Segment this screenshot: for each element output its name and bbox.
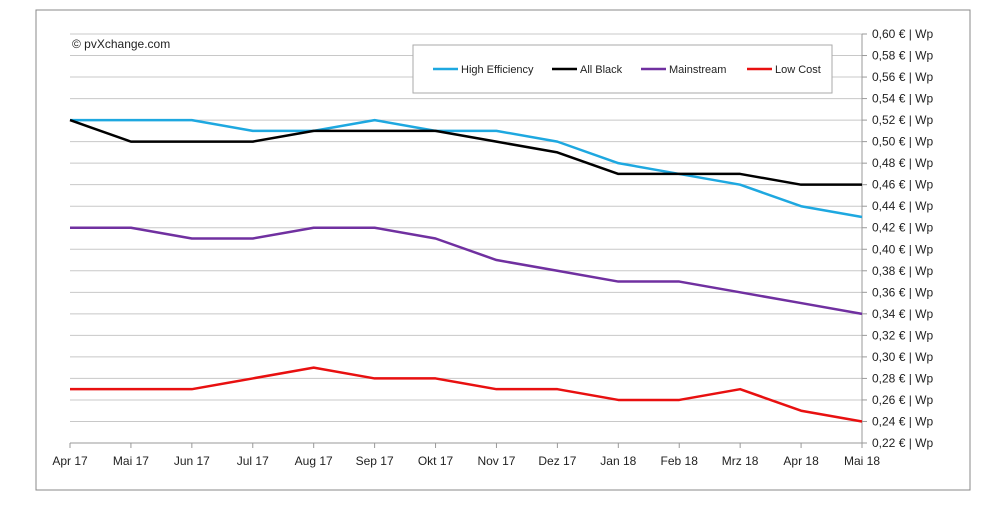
legend-label: Mainstream bbox=[669, 64, 726, 76]
y-tick-label: 0,32 € | Wp bbox=[872, 328, 933, 342]
x-tick-label: Jun 17 bbox=[174, 454, 210, 468]
y-tick-label: 0,58 € | Wp bbox=[872, 49, 933, 63]
y-tick-label: 0,50 € | Wp bbox=[872, 135, 933, 149]
x-tick-label: Apr 17 bbox=[52, 454, 88, 468]
y-tick-label: 0,26 € | Wp bbox=[872, 393, 933, 407]
y-tick-label: 0,38 € | Wp bbox=[872, 264, 933, 278]
y-tick-label: 0,28 € | Wp bbox=[872, 371, 933, 385]
y-tick-label: 0,34 € | Wp bbox=[872, 307, 933, 321]
y-tick-label: 0,46 € | Wp bbox=[872, 178, 933, 192]
series-line-all-black bbox=[69, 118, 862, 186]
x-tick-label: Nov 17 bbox=[477, 454, 515, 468]
y-tick-label: 0,44 € | Wp bbox=[872, 199, 933, 213]
series-line-high-efficiency bbox=[70, 118, 863, 219]
x-tick-label: Mrz 18 bbox=[722, 454, 759, 468]
x-tick-label: Mai 18 bbox=[844, 454, 880, 468]
legend: High Efficiency All Black Mainstream Low Co… bbox=[412, 44, 833, 94]
y-tick-label: 0,22 € | Wp bbox=[872, 436, 933, 450]
x-tick-label: Sep 17 bbox=[356, 454, 394, 468]
y-tick-label: 0,60 € | Wp bbox=[872, 27, 933, 41]
legend-label: All Black bbox=[580, 64, 623, 76]
series-line-low-cost bbox=[70, 366, 863, 423]
x-tick-label: Okt 17 bbox=[418, 454, 454, 468]
copyright-label: © pvXchange.com bbox=[72, 37, 170, 51]
x-tick-label: Jan 18 bbox=[600, 454, 636, 468]
x-tick-label: Apr 18 bbox=[783, 454, 819, 468]
y-tick-label: 0,30 € | Wp bbox=[872, 350, 933, 364]
x-tick-label: Mai 17 bbox=[113, 454, 149, 468]
y-tick-label: 0,42 € | Wp bbox=[872, 221, 933, 235]
x-tick-label: Aug 17 bbox=[295, 454, 333, 468]
x-tick-label: Jul 17 bbox=[237, 454, 269, 468]
y-tick-label: 0,48 € | Wp bbox=[872, 156, 933, 170]
series-line-mainstream bbox=[70, 226, 863, 316]
x-tick-label: Dez 17 bbox=[538, 454, 576, 468]
y-tick-label: 0,54 € | Wp bbox=[872, 92, 933, 106]
y-tick-label: 0,36 € | Wp bbox=[872, 285, 933, 299]
y-tick-label: 0,56 € | Wp bbox=[872, 70, 933, 84]
x-tick-label: Feb 18 bbox=[661, 454, 699, 468]
legend-label: Low Cost bbox=[775, 64, 821, 76]
y-tick-label: 0,24 € | Wp bbox=[872, 414, 933, 428]
legend-label: High Efficiency bbox=[461, 64, 534, 76]
y-tick-label: 0,52 € | Wp bbox=[872, 113, 933, 127]
y-tick-label: 0,40 € | Wp bbox=[872, 242, 933, 256]
